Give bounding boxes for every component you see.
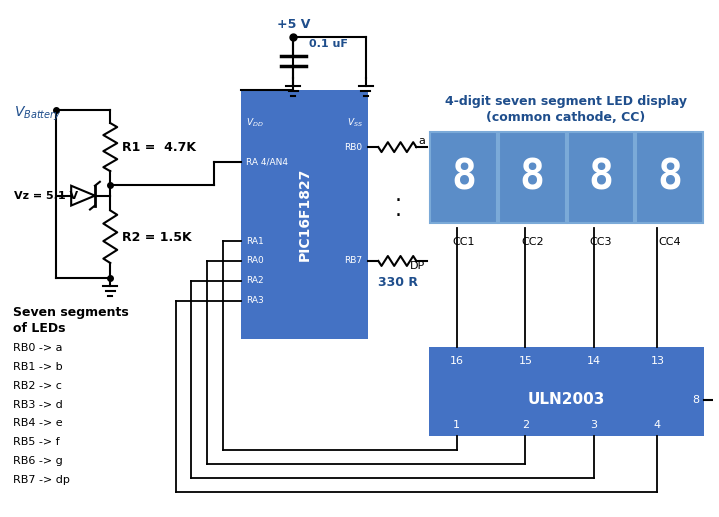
Text: RB1 -> b: RB1 -> b [13,362,63,372]
Text: 330 R: 330 R [378,276,418,289]
Text: RB2 -> c: RB2 -> c [13,381,62,391]
Text: ·: · [395,191,402,210]
Bar [241,90,367,339]
Text: RB7 -> dp: RB7 -> dp [13,475,70,485]
Text: 4-digit seven segment LED display: 4-digit seven segment LED display [444,95,687,108]
Text: RB3 -> d: RB3 -> d [13,400,63,409]
Text: $V_{DD}$: $V_{DD}$ [246,116,264,129]
Text: $V_{SS}$: $V_{SS}$ [347,116,362,129]
Text: PIC16F1827: PIC16F1827 [297,168,311,261]
Text: a: a [418,136,425,146]
Text: RB0: RB0 [344,143,362,151]
Text: RB0 -> a: RB0 -> a [13,343,63,353]
Text: of LEDs: of LEDs [13,322,65,335]
Text: DP: DP [410,261,425,271]
Text: RB4 -> e: RB4 -> e [13,418,63,428]
Text: RB5 -> f: RB5 -> f [13,437,60,447]
Text: RB6 -> g: RB6 -> g [13,456,63,466]
Text: CC3: CC3 [590,237,613,247]
Bar [567,132,634,223]
Text: (common cathode, CC): (common cathode, CC) [486,111,645,124]
Text: Seven segments: Seven segments [13,306,129,319]
Text: R2 = 1.5K: R2 = 1.5K [122,231,192,244]
Text: RA3: RA3 [246,296,264,305]
Text: ·: · [395,206,402,226]
Text: RA 4/AN4: RA 4/AN4 [246,158,288,166]
Text: 15: 15 [518,356,532,366]
Text: 8: 8 [657,157,682,199]
Text: 16: 16 [449,356,464,366]
Text: RA0: RA0 [246,256,264,265]
Text: ULN2003: ULN2003 [528,392,605,407]
Text: 13: 13 [651,356,664,366]
Text: Vz = 5.1 V: Vz = 5.1 V [14,191,78,201]
Bar [430,132,497,223]
Text: R1 =  4.7K: R1 = 4.7K [122,141,196,154]
Text: 8: 8 [451,157,476,199]
Text: RA1: RA1 [246,237,264,246]
Text: $V_{Battery}$: $V_{Battery}$ [14,104,62,123]
Text: 8: 8 [692,394,700,405]
Text: RA2: RA2 [246,276,264,285]
Text: CC1: CC1 [452,237,475,247]
Text: CC4: CC4 [659,237,681,247]
Text: 2: 2 [522,420,529,430]
Text: CC2: CC2 [521,237,544,247]
Text: 0.1 uF: 0.1 uF [309,39,348,49]
Text: 14: 14 [587,356,601,366]
Bar [429,131,704,224]
Bar [636,132,703,223]
Text: 4: 4 [654,420,661,430]
Text: 3: 3 [590,420,597,430]
Text: RB7: RB7 [344,256,362,265]
Text: 8: 8 [520,157,545,199]
Text: 1: 1 [453,420,460,430]
Bar [499,132,566,223]
Bar [429,347,704,436]
Text: 8: 8 [589,157,613,199]
Text: +5 V: +5 V [277,18,310,31]
